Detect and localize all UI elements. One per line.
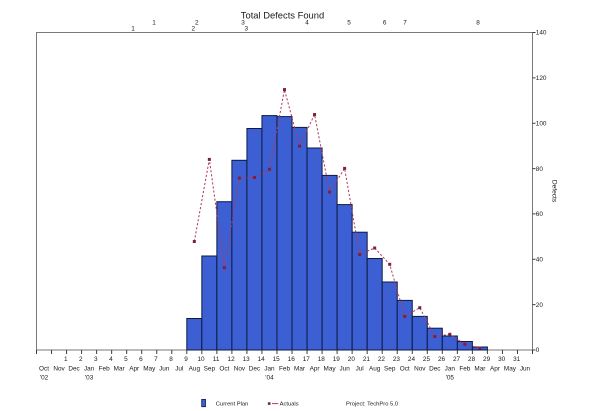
svg-text:May: May <box>324 366 337 373</box>
svg-text:2: 2 <box>195 19 199 26</box>
svg-text:20: 20 <box>348 356 356 363</box>
svg-text:Nov: Nov <box>234 366 246 373</box>
svg-text:19: 19 <box>333 356 341 363</box>
svg-text:13: 13 <box>243 356 251 363</box>
svg-text:60: 60 <box>536 211 544 218</box>
svg-text:18: 18 <box>318 356 326 363</box>
svg-text:140: 140 <box>536 30 547 37</box>
svg-text:1: 1 <box>131 25 135 32</box>
svg-text:Current Plan: Current Plan <box>216 401 249 407</box>
svg-text:2: 2 <box>192 25 196 32</box>
svg-text:14: 14 <box>258 356 266 363</box>
svg-text:6: 6 <box>139 356 143 363</box>
svg-text:3: 3 <box>94 356 98 363</box>
svg-text:Dec: Dec <box>429 366 441 373</box>
svg-text:17: 17 <box>303 356 311 363</box>
svg-text:Defects: Defects <box>551 180 558 203</box>
svg-text:Mar: Mar <box>474 366 486 373</box>
svg-text:5: 5 <box>347 19 351 26</box>
svg-text:Feb: Feb <box>99 366 110 373</box>
svg-text:Jul: Jul <box>175 366 183 373</box>
svg-text:26: 26 <box>438 356 446 363</box>
svg-text:8: 8 <box>476 19 480 26</box>
svg-text:Aug: Aug <box>369 366 381 373</box>
svg-text:28: 28 <box>468 356 476 363</box>
svg-text:6: 6 <box>383 19 387 26</box>
svg-text:Dec: Dec <box>68 366 80 373</box>
svg-text:Oct: Oct <box>39 366 49 373</box>
svg-text:Sep: Sep <box>384 366 396 373</box>
svg-text:Nov: Nov <box>414 366 426 373</box>
svg-text:Jan: Jan <box>264 366 275 373</box>
svg-text:Apr: Apr <box>129 366 140 373</box>
svg-text:4: 4 <box>109 356 113 363</box>
svg-text:3: 3 <box>241 19 245 26</box>
svg-text:12: 12 <box>228 356 236 363</box>
svg-text:Feb: Feb <box>459 366 470 373</box>
svg-text:29: 29 <box>483 356 491 363</box>
svg-text:Sep: Sep <box>204 366 216 373</box>
svg-text:Jan: Jan <box>445 366 456 373</box>
svg-text:7: 7 <box>154 356 158 363</box>
svg-text:23: 23 <box>393 356 401 363</box>
svg-text:120: 120 <box>536 75 547 82</box>
svg-text:Jun: Jun <box>520 366 531 373</box>
svg-text:9: 9 <box>184 356 188 363</box>
svg-text:Jul: Jul <box>356 366 364 373</box>
svg-text:25: 25 <box>423 356 431 363</box>
svg-text:1: 1 <box>152 19 156 26</box>
svg-text:Jun: Jun <box>159 366 170 373</box>
svg-text:40: 40 <box>536 256 544 263</box>
svg-text:Aug: Aug <box>189 366 201 373</box>
svg-text:Actuals: Actuals <box>280 401 299 407</box>
svg-text:21: 21 <box>363 356 371 363</box>
svg-text:20: 20 <box>536 302 544 309</box>
svg-text:22: 22 <box>378 356 386 363</box>
svg-text:Jan: Jan <box>84 366 95 373</box>
svg-text:30: 30 <box>498 356 506 363</box>
svg-text:16: 16 <box>288 356 296 363</box>
svg-text:Feb: Feb <box>279 366 290 373</box>
svg-text:31: 31 <box>513 356 521 363</box>
svg-text:1: 1 <box>64 356 68 363</box>
svg-text:Mar: Mar <box>114 366 126 373</box>
svg-text:Nov: Nov <box>53 366 65 373</box>
svg-text:'03: '03 <box>85 375 94 382</box>
svg-text:27: 27 <box>453 356 461 363</box>
svg-text:'02: '02 <box>40 375 49 382</box>
svg-text:Apr: Apr <box>310 366 321 373</box>
svg-text:Mar: Mar <box>294 366 306 373</box>
svg-text:80: 80 <box>536 166 544 173</box>
svg-text:7: 7 <box>403 19 407 26</box>
svg-text:May: May <box>143 366 156 373</box>
svg-text:4: 4 <box>305 19 309 26</box>
svg-text:Oct: Oct <box>400 366 410 373</box>
svg-text:May: May <box>504 366 517 373</box>
svg-text:Dec: Dec <box>249 366 261 373</box>
svg-text:8: 8 <box>169 356 173 363</box>
svg-text:Apr: Apr <box>490 366 501 373</box>
svg-text:10: 10 <box>197 356 205 363</box>
svg-text:2: 2 <box>79 356 83 363</box>
svg-text:Jun: Jun <box>339 366 350 373</box>
svg-text:0: 0 <box>536 347 540 354</box>
svg-text:'05: '05 <box>446 375 455 382</box>
svg-text:15: 15 <box>273 356 281 363</box>
svg-text:Project: TechPro 5.0: Project: TechPro 5.0 <box>346 401 398 407</box>
svg-text:24: 24 <box>408 356 416 363</box>
svg-text:5: 5 <box>124 356 128 363</box>
svg-text:Oct: Oct <box>219 366 229 373</box>
svg-text:'04: '04 <box>265 375 274 382</box>
svg-text:Total Defects Found: Total Defects Found <box>241 10 324 21</box>
svg-text:11: 11 <box>213 356 220 363</box>
svg-text:100: 100 <box>536 120 547 127</box>
svg-text:3: 3 <box>245 25 249 32</box>
